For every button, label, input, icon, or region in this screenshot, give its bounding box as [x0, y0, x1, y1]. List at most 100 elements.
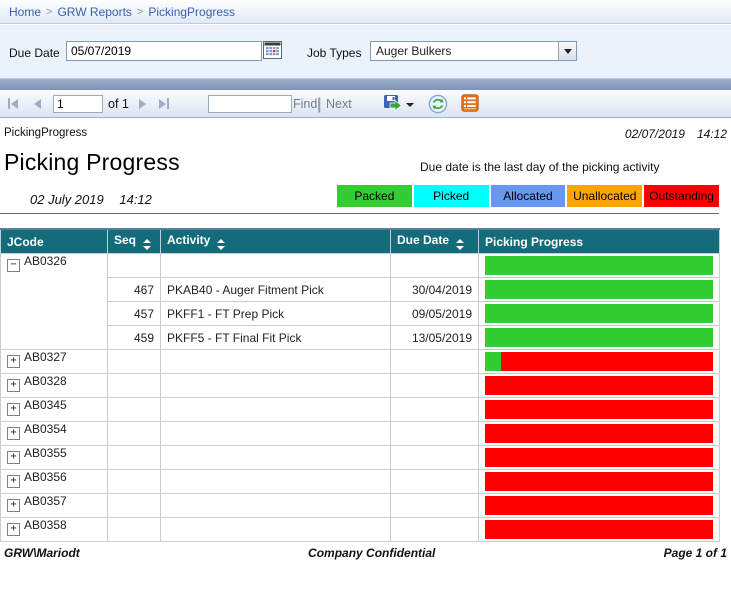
- expand-toggle[interactable]: +: [7, 427, 20, 440]
- progress-cell: [478, 469, 720, 494]
- breadcrumb-home[interactable]: Home: [9, 4, 42, 19]
- seq-cell: [107, 373, 161, 398]
- jcode-label: AB0357: [24, 494, 67, 508]
- run-date: 02 July 2019 14:12: [30, 192, 152, 207]
- group-row: + AB0356: [0, 469, 720, 494]
- jcode-label: AB0358: [24, 518, 67, 532]
- jcode-cell: + AB0356: [0, 469, 108, 494]
- expand-toggle[interactable]: +: [7, 379, 20, 392]
- bar-segment: [485, 328, 713, 347]
- data-feed-icon[interactable]: [461, 94, 479, 115]
- due-date-cell: [390, 493, 479, 518]
- legend-item-outstanding: Outstanding: [644, 185, 719, 207]
- bar-segment: [485, 424, 713, 443]
- expand-toggle[interactable]: −: [7, 259, 20, 272]
- footer-user: GRW\Mariodt: [4, 546, 80, 560]
- column-header-activity[interactable]: Activity: [160, 228, 391, 254]
- footer-confidential: Company Confidential: [308, 546, 436, 560]
- column-label: Activity: [167, 233, 211, 247]
- activity-cell: PKFF5 - FT Final Fit Pick: [160, 325, 391, 350]
- expand-toggle[interactable]: +: [7, 499, 20, 512]
- export-icon[interactable]: [383, 94, 403, 115]
- calendar-icon[interactable]: [263, 41, 282, 59]
- activity-cell: [160, 349, 391, 374]
- group-row: − AB0326: [0, 253, 720, 350]
- group-row: + AB0357: [0, 493, 720, 518]
- bar-segment: [485, 496, 713, 515]
- progress-bar: [485, 304, 713, 323]
- next-page-button[interactable]: [139, 90, 146, 117]
- breadcrumb-grw-reports[interactable]: GRW Reports: [57, 4, 132, 19]
- progress-bar: [485, 328, 713, 347]
- page-title: Picking Progress: [4, 149, 180, 175]
- last-page-button[interactable]: [159, 90, 169, 117]
- seq-cell: [107, 349, 161, 374]
- run-date-date: 02 July 2019: [30, 192, 104, 207]
- column-label: Picking Progress: [485, 234, 584, 249]
- header-row: JCode Seq Activity Due Date Picking Progress: [0, 228, 720, 254]
- due-date-cell: [390, 421, 479, 446]
- first-page-button[interactable]: [8, 90, 18, 117]
- export-menu-caret[interactable]: [406, 103, 414, 107]
- breadcrumb-pickingprogress[interactable]: PickingProgress: [148, 4, 236, 19]
- bar-segment: [500, 352, 713, 371]
- search-input[interactable]: [208, 95, 292, 113]
- report-page: PickingProgress 02/07/2019 14:12 Picking…: [0, 118, 731, 600]
- due-date-cell: [390, 373, 479, 398]
- breadcrumb-separator: >: [136, 5, 144, 18]
- page-number-input[interactable]: [53, 95, 103, 113]
- progress-bar: [485, 400, 713, 419]
- sort-icon[interactable]: [456, 239, 465, 250]
- chevron-down-icon[interactable]: [558, 42, 576, 60]
- progress-cell: [478, 325, 720, 350]
- job-types-value: Auger Bulkers: [376, 44, 452, 58]
- detail-row: 459 PKFF5 - FT Final Fit Pick 13/05/2019: [1, 325, 720, 350]
- column-header-seq[interactable]: Seq: [107, 228, 161, 254]
- seq-cell: [107, 253, 161, 278]
- find-next-button[interactable]: Next: [326, 97, 352, 111]
- sort-icon[interactable]: [217, 239, 226, 250]
- expand-toggle[interactable]: +: [7, 523, 20, 536]
- due-date-label: Due Date: [9, 46, 60, 60]
- jcode-label: AB0326: [24, 254, 67, 268]
- bar-segment: [485, 472, 713, 491]
- footer-page: Page 1 of 1: [663, 546, 727, 560]
- column-header-jcode: JCode: [0, 228, 108, 254]
- refresh-icon[interactable]: [428, 94, 448, 117]
- column-header-due-date[interactable]: Due Date: [390, 228, 479, 254]
- progress-bar: [485, 280, 713, 299]
- column-label: Due Date: [397, 233, 450, 247]
- expand-toggle[interactable]: +: [7, 475, 20, 488]
- jcode-label: AB0345: [24, 398, 67, 412]
- run-date-time: 14:12: [119, 192, 152, 207]
- report-table: JCode Seq Activity Due Date Picking Progress…: [0, 228, 720, 542]
- legend-item-allocated: Allocated: [490, 185, 566, 207]
- due-date-cell: 30/04/2019: [390, 277, 479, 302]
- progress-cell: [478, 445, 720, 470]
- expand-toggle[interactable]: +: [7, 403, 20, 416]
- previous-page-button[interactable]: [34, 90, 41, 117]
- seq-cell: [107, 469, 161, 494]
- jcode-cell: + AB0345: [0, 397, 108, 422]
- progress-cell: [478, 253, 720, 278]
- report-header-line: PickingProgress 02/07/2019 14:12: [4, 127, 727, 141]
- progress-bar: [485, 496, 713, 515]
- report-table-body: − AB0326 467 PKAB40 - Auger Fitment Pick 30/…: [0, 253, 720, 542]
- progress-cell: [478, 349, 720, 374]
- legend-item-packed: Packed: [337, 185, 412, 207]
- header-divider: [0, 213, 719, 214]
- expand-toggle[interactable]: +: [7, 355, 20, 368]
- expand-toggle[interactable]: +: [7, 451, 20, 464]
- activity-cell: [160, 493, 391, 518]
- due-date-cell: [390, 253, 479, 278]
- legend-item-unallocated: Unallocated: [567, 185, 643, 207]
- progress-cell: [478, 277, 720, 302]
- sort-icon[interactable]: [143, 239, 152, 250]
- job-types-select[interactable]: Auger Bulkers: [370, 41, 577, 61]
- find-button[interactable]: Find: [293, 97, 318, 111]
- activity-cell: [160, 421, 391, 446]
- progress-bar: [485, 424, 713, 443]
- due-date-cell: 13/05/2019: [390, 325, 479, 350]
- group-row: + AB0354: [0, 421, 720, 446]
- due-date-input[interactable]: [66, 41, 262, 61]
